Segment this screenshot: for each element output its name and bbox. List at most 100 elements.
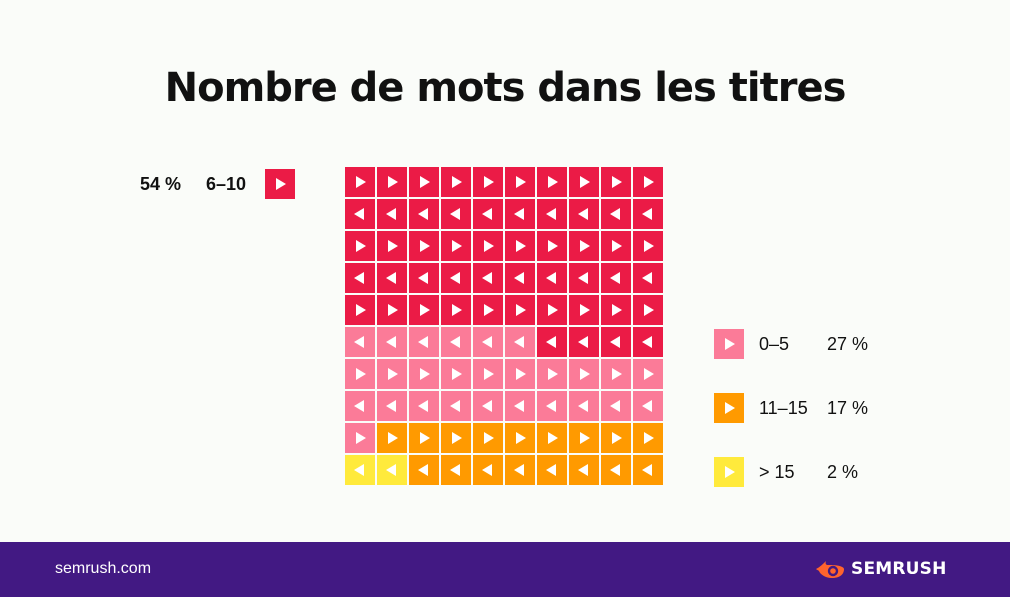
- legend-range: 6–10: [206, 173, 247, 194]
- waffle-cell: [473, 423, 503, 453]
- waffle-cell: [633, 231, 663, 261]
- waffle-cell: [377, 359, 407, 389]
- reverse-play-icon: [482, 208, 492, 220]
- reverse-play-icon: [514, 272, 524, 284]
- reverse-play-icon: [418, 336, 428, 348]
- play-icon: [452, 304, 462, 316]
- play-icon: [484, 240, 494, 252]
- play-icon: [356, 368, 366, 380]
- reverse-play-icon: [386, 272, 396, 284]
- waffle-cell: [409, 327, 439, 357]
- reverse-play-icon: [546, 208, 556, 220]
- waffle-cell: [409, 359, 439, 389]
- reverse-play-icon: [578, 464, 588, 476]
- waffle-cell: [345, 295, 375, 325]
- legend-item-over-15: > 15 2 %: [714, 457, 858, 487]
- play-icon: [644, 304, 654, 316]
- reverse-play-icon: [450, 336, 460, 348]
- waffle-cell: [537, 199, 567, 229]
- reverse-play-icon: [514, 400, 524, 412]
- play-icon: [452, 432, 462, 444]
- waffle-cell: [633, 327, 663, 357]
- waffle-cell: [505, 199, 535, 229]
- waffle-cell: [601, 199, 631, 229]
- reverse-play-icon: [354, 400, 364, 412]
- waffle-cell: [601, 263, 631, 293]
- play-icon: [388, 304, 398, 316]
- play-icon: [580, 304, 590, 316]
- play-icon: [388, 240, 398, 252]
- legend-item-11-15: 11–15 17 %: [714, 393, 868, 423]
- waffle-cell: [537, 327, 567, 357]
- waffle-cell: [601, 359, 631, 389]
- reverse-play-icon: [450, 400, 460, 412]
- legend-range: 0–5: [759, 333, 790, 354]
- play-icon: [644, 432, 654, 444]
- play-icon: [388, 176, 398, 188]
- reverse-play-icon: [578, 336, 588, 348]
- waffle-cell: [569, 455, 599, 485]
- play-icon: [580, 432, 590, 444]
- waffle-cell: [601, 423, 631, 453]
- play-icon: [580, 240, 590, 252]
- waffle-cell: [409, 423, 439, 453]
- play-icon: [356, 304, 366, 316]
- waffle-cell: [377, 263, 407, 293]
- legend-item-0-5: 0–5 27 %: [714, 329, 868, 359]
- waffle-cell: [441, 199, 471, 229]
- brand-logo[interactable]: SEMRUSH: [815, 558, 947, 580]
- reverse-play-icon: [514, 464, 524, 476]
- play-icon: [548, 368, 558, 380]
- waffle-cell: [537, 167, 567, 197]
- play-icon: [612, 368, 622, 380]
- play-icon: [548, 432, 558, 444]
- reverse-play-icon: [418, 400, 428, 412]
- legend-percent: 27 %: [827, 333, 869, 354]
- play-icon: [356, 432, 366, 444]
- waffle-cell: [537, 231, 567, 261]
- waffle-cell: [601, 295, 631, 325]
- waffle-cell: [505, 167, 535, 197]
- waffle-cell: [537, 359, 567, 389]
- waffle-cell: [441, 359, 471, 389]
- reverse-play-icon: [450, 464, 460, 476]
- play-icon: [388, 432, 398, 444]
- reverse-play-icon: [642, 400, 652, 412]
- legend-range: 11–15: [759, 397, 808, 418]
- waffle-cell: [441, 231, 471, 261]
- waffle-cell: [505, 359, 535, 389]
- play-icon: [644, 176, 654, 188]
- waffle-cell: [505, 455, 535, 485]
- legend-swatch-play-icon: [714, 329, 744, 359]
- waffle-cell: [505, 423, 535, 453]
- waffle-chart: [345, 167, 663, 485]
- play-icon: [388, 368, 398, 380]
- waffle-cell: [377, 231, 407, 261]
- legend-swatch-play-icon: [714, 457, 744, 487]
- play-icon: [548, 176, 558, 188]
- legend-item-6-10: 54 % 6–10: [140, 169, 295, 199]
- waffle-cell: [633, 423, 663, 453]
- waffle-cell: [473, 199, 503, 229]
- waffle-cell: [633, 295, 663, 325]
- play-icon: [612, 240, 622, 252]
- play-icon: [420, 240, 430, 252]
- play-icon: [516, 368, 526, 380]
- play-icon: [516, 240, 526, 252]
- reverse-play-icon: [418, 272, 428, 284]
- waffle-cell: [473, 167, 503, 197]
- semrush-fire-icon: [816, 561, 844, 578]
- legend-percent: 54 %: [140, 173, 182, 194]
- play-icon: [516, 304, 526, 316]
- waffle-cell: [473, 231, 503, 261]
- waffle-cell: [537, 455, 567, 485]
- waffle-cell: [569, 263, 599, 293]
- reverse-play-icon: [642, 272, 652, 284]
- play-icon: [420, 176, 430, 188]
- waffle-cell: [473, 391, 503, 421]
- footer-url[interactable]: semrush.com: [55, 560, 152, 577]
- waffle-cell: [441, 295, 471, 325]
- play-icon: [356, 176, 366, 188]
- waffle-cell: [569, 167, 599, 197]
- reverse-play-icon: [386, 336, 396, 348]
